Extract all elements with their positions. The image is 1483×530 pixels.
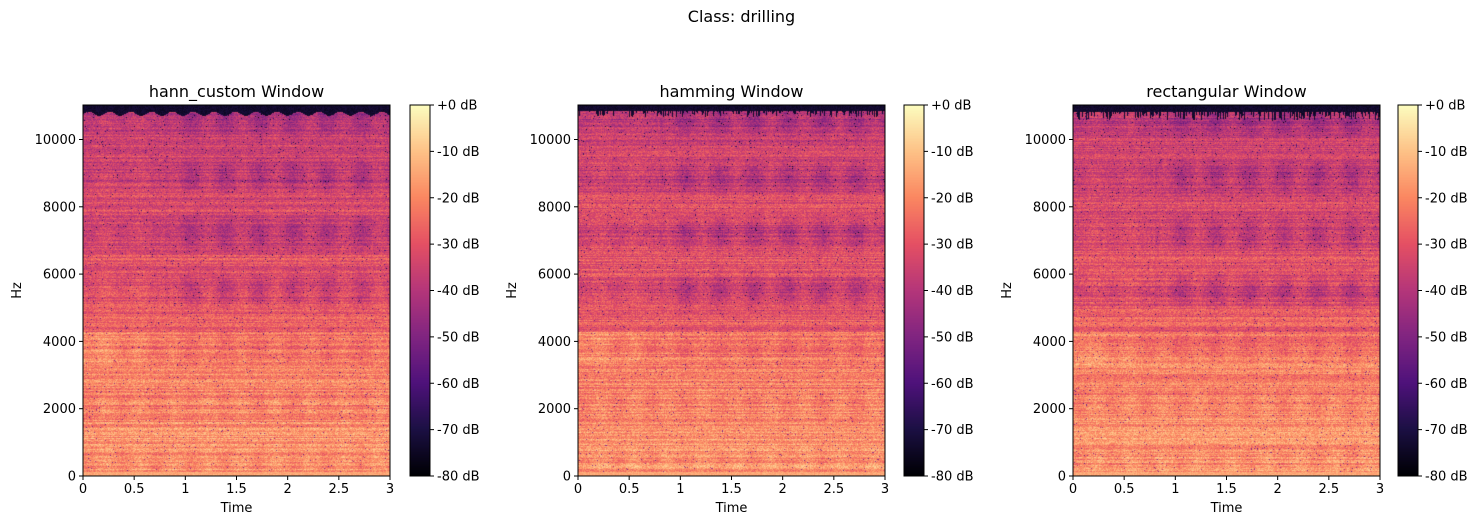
colorbar-tick-label: -50 dB xyxy=(1425,330,1468,345)
colorbar-tick-label: -30 dB xyxy=(1425,238,1468,253)
x-tick-label: 0.5 xyxy=(124,482,145,497)
x-tick-label: 1.5 xyxy=(226,482,247,497)
x-tick-label: 0 xyxy=(1069,482,1077,497)
y-tick-label: 10000 xyxy=(530,133,571,148)
colorbar-tick-label: -30 dB xyxy=(931,238,974,253)
y-axis-label: Hz xyxy=(1000,282,1015,299)
figure-suptitle: Class: drilling xyxy=(687,7,796,26)
colorbar-tick-label: -60 dB xyxy=(1425,377,1468,392)
y-axis-label: Hz xyxy=(505,282,520,299)
y-tick-label: 4000 xyxy=(1033,335,1066,350)
colorbar-tick-label: -20 dB xyxy=(931,191,974,206)
x-tick-label: 1 xyxy=(1171,482,1179,497)
colorbar-tick-label: +0 dB xyxy=(931,99,971,114)
y-tick-label: 8000 xyxy=(1033,200,1066,215)
x-tick-label: 0.5 xyxy=(1114,482,1135,497)
x-tick-label: 0 xyxy=(574,482,582,497)
spectrogram-panel-3: rectangular Window 0 0.5 1 1.5 2 2.5 3 Time 0 2000… xyxy=(1000,82,1468,516)
colorbar-tick-label: -10 dB xyxy=(1425,145,1468,160)
y-tick-label: 2000 xyxy=(538,402,571,417)
x-tick-label: 2 xyxy=(1274,482,1282,497)
spectrogram-image xyxy=(1073,105,1380,476)
spectrogram-panel-1: hann_custom Window 0 0.5 1 1.5 2 2.5 3 Time 0 2000… xyxy=(10,82,480,516)
x-tick-label: 2 xyxy=(284,482,292,497)
colorbar-tick-label: +0 dB xyxy=(1425,99,1465,114)
spectrogram-image xyxy=(578,105,885,476)
x-tick-label: 2 xyxy=(779,482,787,497)
colorbar-gradient xyxy=(1398,105,1418,476)
colorbar-tick-label: -70 dB xyxy=(1425,423,1468,438)
y-tick-label: 6000 xyxy=(1033,268,1066,283)
x-tick-label: 3 xyxy=(1376,482,1384,497)
spectrogram-panel-2: hamming Window 0 0.5 1 1.5 2 2.5 3 Time 0 2000 4000… xyxy=(505,82,974,516)
y-tick-label: 10000 xyxy=(1025,133,1066,148)
colorbar-tick-label: -20 dB xyxy=(1425,191,1468,206)
colorbar-tick-label: -40 dB xyxy=(1425,284,1468,299)
colorbar-gradient xyxy=(904,105,924,476)
x-axis-label: Time xyxy=(220,501,253,516)
y-tick-label: 2000 xyxy=(43,402,76,417)
spectrogram-image xyxy=(83,105,390,476)
axes-title: rectangular Window xyxy=(1146,82,1306,101)
axes-title: hamming Window xyxy=(659,82,803,101)
y-tick-label: 10000 xyxy=(35,133,76,148)
colorbar-tick-label: -70 dB xyxy=(437,423,480,438)
colorbar-tick-label: -10 dB xyxy=(437,145,480,160)
x-tick-label: 1.5 xyxy=(721,482,742,497)
colorbar-gradient xyxy=(410,105,430,476)
colorbar-tick-label: -40 dB xyxy=(437,284,480,299)
y-tick-label: 0 xyxy=(1058,470,1066,485)
x-tick-label: 2.5 xyxy=(823,482,844,497)
colorbar-tick-label: -30 dB xyxy=(437,238,480,253)
y-tick-label: 4000 xyxy=(43,335,76,350)
colorbar-tick-label: -80 dB xyxy=(1425,470,1468,485)
x-tick-label: 0.5 xyxy=(619,482,640,497)
colorbar-tick-label: +0 dB xyxy=(437,99,477,114)
colorbar-tick-label: -60 dB xyxy=(931,377,974,392)
x-tick-label: 3 xyxy=(386,482,394,497)
x-axis-label: Time xyxy=(1210,501,1243,516)
y-tick-label: 2000 xyxy=(1033,402,1066,417)
y-tick-label: 0 xyxy=(563,470,571,485)
x-tick-label: 2.5 xyxy=(1318,482,1339,497)
colorbar-tick-label: -80 dB xyxy=(437,470,480,485)
colorbar-tick-label: -40 dB xyxy=(931,284,974,299)
colorbar-tick-label: -50 dB xyxy=(437,330,480,345)
y-tick-label: 6000 xyxy=(538,268,571,283)
y-tick-label: 6000 xyxy=(43,268,76,283)
axes-title: hann_custom Window xyxy=(149,82,324,102)
x-tick-label: 3 xyxy=(881,482,889,497)
y-tick-label: 8000 xyxy=(43,200,76,215)
x-tick-label: 1 xyxy=(181,482,189,497)
y-tick-label: 0 xyxy=(68,470,76,485)
colorbar-tick-label: -50 dB xyxy=(931,330,974,345)
colorbar-tick-label: -80 dB xyxy=(931,470,974,485)
y-axis-label: Hz xyxy=(10,282,25,299)
y-tick-label: 8000 xyxy=(538,200,571,215)
x-tick-label: 0 xyxy=(79,482,87,497)
colorbar-tick-label: -60 dB xyxy=(437,377,480,392)
x-tick-label: 1.5 xyxy=(1216,482,1237,497)
colorbar-tick-label: -70 dB xyxy=(931,423,974,438)
colorbar-tick-label: -20 dB xyxy=(437,191,480,206)
x-tick-label: 1 xyxy=(676,482,684,497)
colorbar-tick-label: -10 dB xyxy=(931,145,974,160)
y-tick-label: 4000 xyxy=(538,335,571,350)
x-axis-label: Time xyxy=(715,501,748,516)
x-tick-label: 2.5 xyxy=(328,482,349,497)
